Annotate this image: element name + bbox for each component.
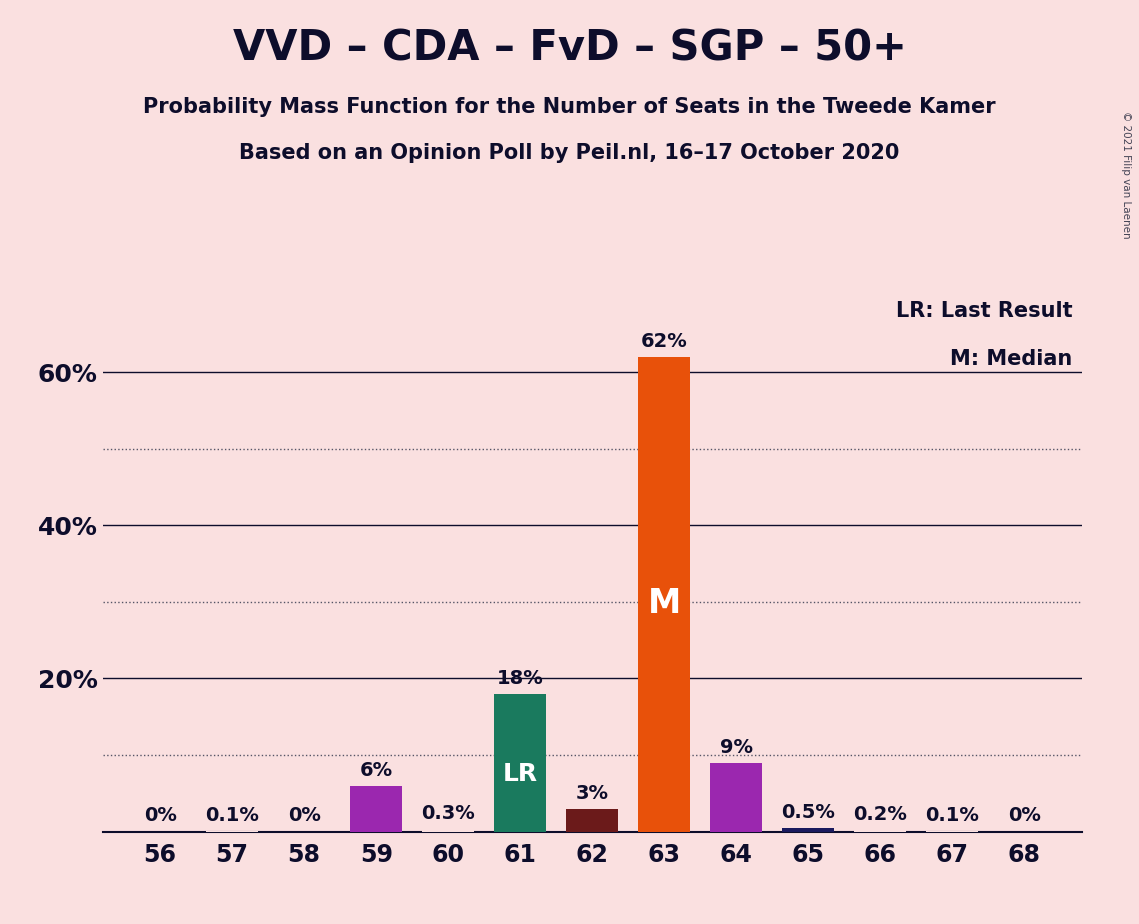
Text: Based on an Opinion Poll by Peil.nl, 16–17 October 2020: Based on an Opinion Poll by Peil.nl, 16–… xyxy=(239,143,900,164)
Text: Probability Mass Function for the Number of Seats in the Tweede Kamer: Probability Mass Function for the Number… xyxy=(144,97,995,117)
Text: 62%: 62% xyxy=(641,332,688,351)
Text: LR: Last Result: LR: Last Result xyxy=(895,301,1072,321)
Text: 0.1%: 0.1% xyxy=(926,806,980,825)
Text: 18%: 18% xyxy=(497,669,543,687)
Text: 0%: 0% xyxy=(144,807,177,825)
Text: 0%: 0% xyxy=(288,807,320,825)
Bar xyxy=(854,830,907,832)
Text: 0.1%: 0.1% xyxy=(205,806,259,825)
Bar xyxy=(494,694,547,832)
Text: VVD – CDA – FvD – SGP – 50+: VVD – CDA – FvD – SGP – 50+ xyxy=(232,28,907,69)
Bar xyxy=(423,830,474,832)
Text: M: Median: M: Median xyxy=(950,349,1072,370)
Text: LR: LR xyxy=(502,761,538,785)
Text: 0.2%: 0.2% xyxy=(853,805,908,824)
Text: 0.3%: 0.3% xyxy=(421,804,475,823)
Text: 6%: 6% xyxy=(360,760,393,780)
Bar xyxy=(711,762,762,832)
Text: © 2021 Filip van Laenen: © 2021 Filip van Laenen xyxy=(1121,111,1131,238)
Bar xyxy=(566,808,618,832)
Text: 9%: 9% xyxy=(720,737,753,757)
Bar xyxy=(782,828,834,832)
Bar xyxy=(638,357,690,832)
Text: 3%: 3% xyxy=(576,784,608,803)
Text: 0%: 0% xyxy=(1008,807,1041,825)
Text: M: M xyxy=(648,588,681,620)
Text: 0.5%: 0.5% xyxy=(781,803,835,821)
Bar xyxy=(351,785,402,832)
